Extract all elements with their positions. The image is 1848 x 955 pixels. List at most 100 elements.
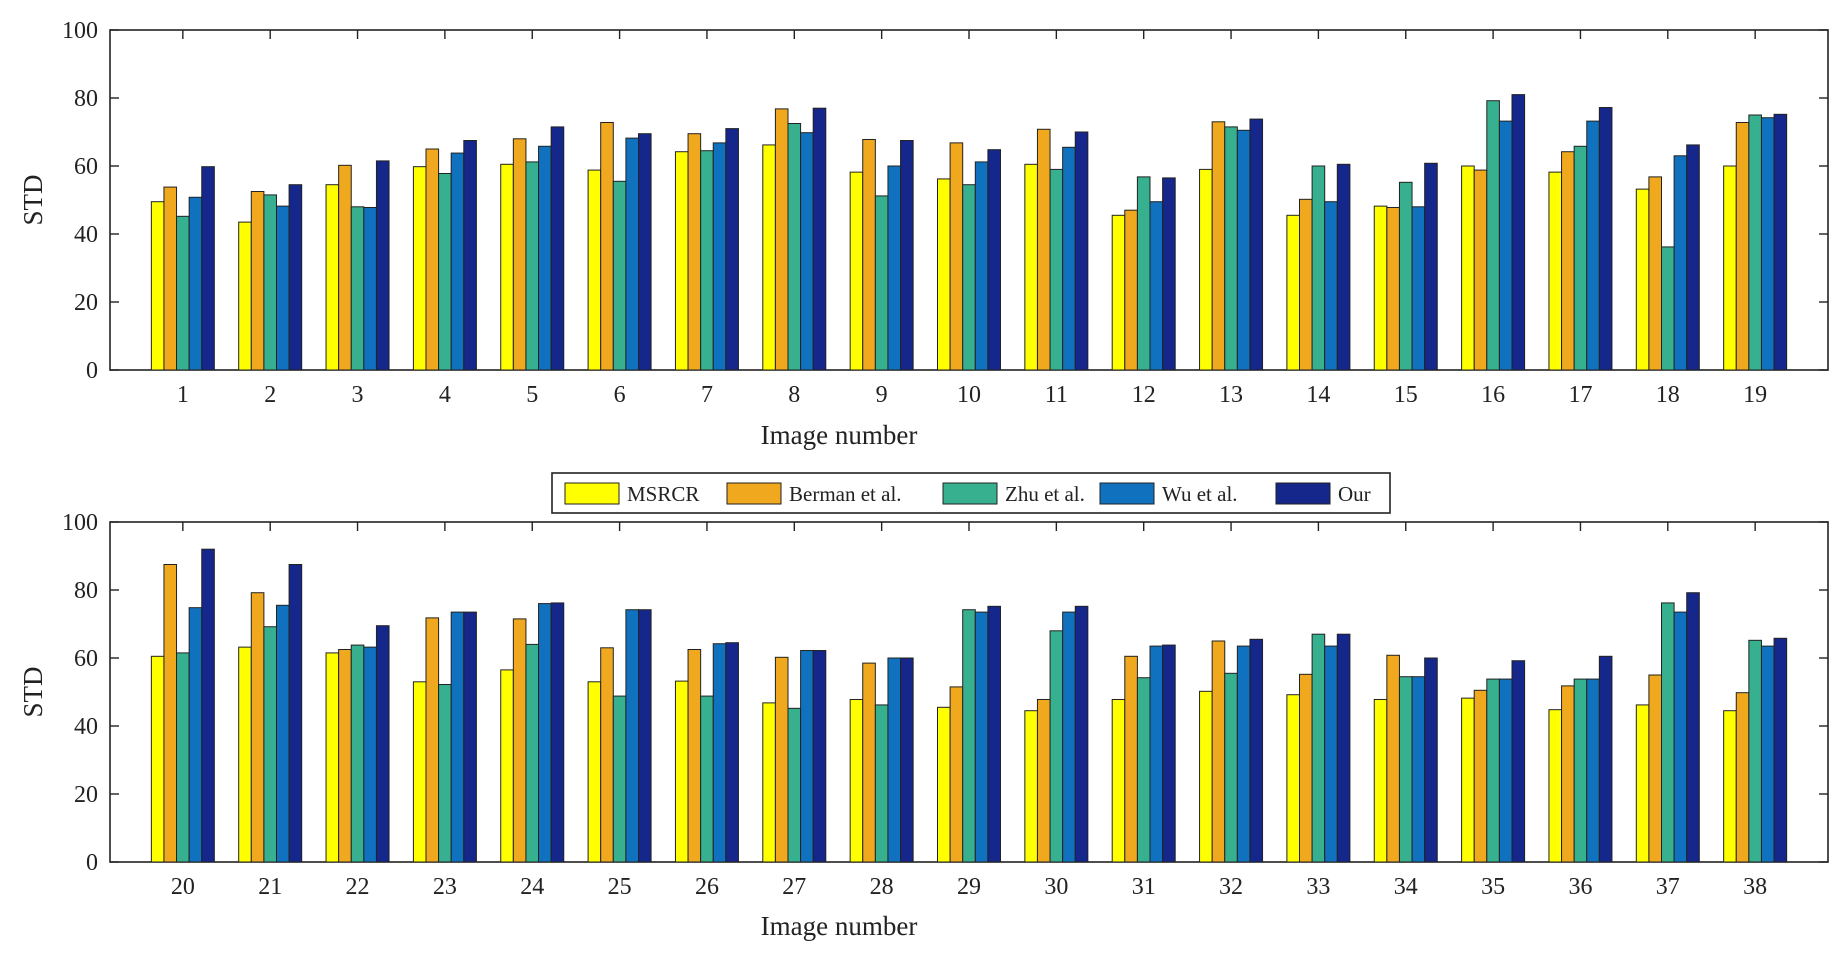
bar: [1548, 709, 1563, 863]
legend-label: Berman et al.: [789, 482, 902, 506]
x-tick-label: 11: [1045, 382, 1068, 408]
bar: [725, 128, 739, 371]
bar: [288, 184, 303, 371]
bar: [849, 698, 864, 863]
x-tick-label: 26: [695, 874, 719, 900]
bar: [1049, 630, 1064, 863]
bar: [438, 684, 452, 863]
bar: [1311, 165, 1326, 371]
bar: [587, 681, 602, 863]
bar: [812, 650, 827, 863]
x-tick-label: 16: [1481, 382, 1505, 408]
x-tick-label: 22: [346, 874, 370, 900]
bar: [1224, 672, 1238, 863]
bar: [512, 138, 527, 371]
bar: [587, 169, 602, 371]
bar: [1249, 118, 1264, 371]
bar: [1511, 94, 1526, 371]
bar: [800, 650, 814, 863]
x-tick-label: 23: [433, 874, 457, 900]
bar: [600, 647, 614, 863]
bar: [625, 137, 639, 371]
legend-label: MSRCR: [627, 482, 699, 506]
bar: [800, 132, 814, 371]
y-tick-label: 0: [86, 358, 98, 384]
bar: [1199, 168, 1213, 371]
bar: [1324, 645, 1338, 863]
y-tick-label: 80: [74, 86, 98, 112]
bar: [1723, 165, 1737, 371]
bar: [500, 163, 514, 371]
legend-swatch: [942, 482, 998, 505]
bar: [350, 644, 365, 863]
bar: [700, 150, 714, 371]
bar: [1124, 655, 1138, 863]
bar: [600, 121, 614, 371]
bar: [1686, 592, 1700, 863]
bar: [1760, 645, 1775, 863]
legend-swatch: [1275, 482, 1331, 505]
bar: [1224, 126, 1238, 371]
bar: [425, 148, 440, 371]
x-tick-label: 38: [1743, 874, 1767, 900]
bar: [1573, 678, 1588, 863]
bar: [1424, 162, 1438, 371]
bar: [538, 603, 552, 863]
bar: [849, 171, 864, 371]
bar: [1211, 121, 1226, 371]
bar: [949, 686, 964, 863]
x-tick-label: 8: [788, 382, 800, 408]
bar: [1498, 120, 1513, 371]
bar: [1036, 698, 1051, 863]
bar: [238, 646, 252, 863]
bar: [787, 123, 802, 371]
bar: [712, 643, 727, 863]
bar: [1236, 129, 1251, 371]
bar: [874, 195, 889, 371]
bar: [1111, 698, 1126, 863]
bar: [1062, 611, 1076, 863]
bar: [163, 186, 178, 371]
x-tick-label: 14: [1306, 382, 1330, 408]
y-tick-label: 20: [74, 782, 98, 808]
bar: [1773, 113, 1788, 371]
bar: [463, 611, 477, 863]
bar: [512, 618, 527, 863]
bar: [612, 180, 627, 371]
bar: [550, 602, 565, 863]
x-tick-label: 37: [1656, 874, 1680, 900]
bar: [1673, 611, 1688, 863]
bar: [974, 611, 989, 863]
bar: [201, 166, 215, 371]
x-tick-label: 29: [957, 874, 981, 900]
y-tick-label: 100: [62, 18, 98, 44]
x-tick-label: 31: [1132, 874, 1156, 900]
bar: [1049, 168, 1064, 371]
bar: [1036, 128, 1051, 371]
bar: [1661, 602, 1675, 863]
bar: [375, 160, 390, 371]
x-tick-label: 30: [1044, 874, 1068, 900]
bar: [1411, 676, 1426, 863]
bar: [1136, 176, 1151, 371]
bar: [338, 649, 352, 863]
x-tick-label: 20: [171, 874, 195, 900]
bar: [1286, 214, 1301, 371]
bar: [450, 611, 465, 863]
bar: [1286, 694, 1301, 863]
bar: [1373, 698, 1388, 863]
bar: [275, 205, 290, 371]
bar: [275, 604, 290, 863]
bar: [1586, 120, 1600, 371]
bar: [150, 655, 165, 863]
bar: [1149, 201, 1164, 371]
x-tick-label: 4: [439, 382, 451, 408]
bar: [887, 165, 902, 371]
x-tick-label: 12: [1132, 382, 1156, 408]
bar: [1498, 678, 1513, 863]
bar: [1486, 100, 1500, 371]
bar: [1024, 163, 1038, 371]
bar: [787, 707, 802, 863]
